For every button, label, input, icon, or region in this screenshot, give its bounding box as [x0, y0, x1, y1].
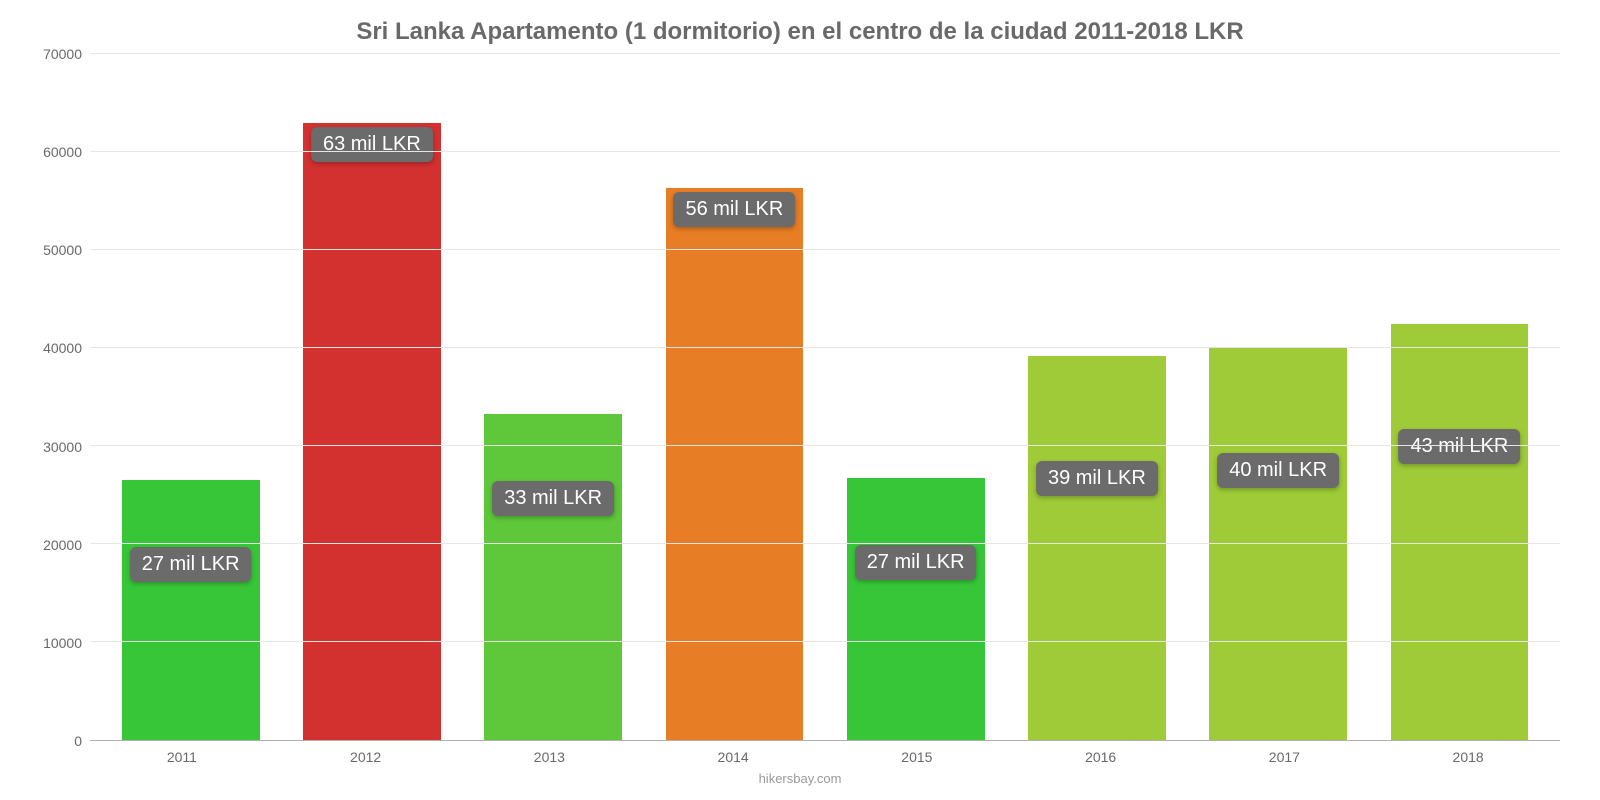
x-tick-label: 2014	[641, 749, 825, 765]
chart-title: Sri Lanka Apartamento (1 dormitorio) en …	[0, 0, 1600, 54]
bar: 39 mil LKR	[1028, 356, 1166, 740]
bar: 27 mil LKR	[847, 478, 985, 740]
x-tick-label: 2012	[274, 749, 458, 765]
bar: 56 mil LKR	[666, 188, 804, 740]
y-tick-label: 0	[74, 733, 82, 749]
bar-value-label: 43 mil LKR	[1398, 429, 1520, 464]
x-tick-label: 2013	[458, 749, 642, 765]
bar-slot: 33 mil LKR	[463, 54, 644, 740]
x-tick-label: 2018	[1376, 749, 1560, 765]
chart-container: Sri Lanka Apartamento (1 dormitorio) en …	[0, 0, 1600, 800]
bar-value-label: 39 mil LKR	[1036, 461, 1158, 496]
bar-slot: 39 mil LKR	[1006, 54, 1187, 740]
plot-wrap: 010000200003000040000500006000070000 27 …	[0, 54, 1600, 741]
bar-value-label: 40 mil LKR	[1217, 453, 1339, 488]
bar-slot: 43 mil LKR	[1369, 54, 1550, 740]
bar-value-label: 27 mil LKR	[855, 545, 977, 580]
x-tick-label: 2011	[90, 749, 274, 765]
bar-slot: 27 mil LKR	[825, 54, 1006, 740]
bar-slot: 27 mil LKR	[100, 54, 281, 740]
y-tick-label: 50000	[43, 242, 82, 258]
y-tick-label: 60000	[43, 144, 82, 160]
bar: 63 mil LKR	[303, 123, 441, 740]
y-tick-label: 20000	[43, 537, 82, 553]
chart-footer: hikersbay.com	[0, 765, 1600, 800]
bar-slot: 63 mil LKR	[281, 54, 462, 740]
y-tick-label: 10000	[43, 635, 82, 651]
y-axis: 010000200003000040000500006000070000	[20, 54, 90, 741]
grid-line	[90, 347, 1560, 348]
grid-line	[90, 641, 1560, 642]
grid-line	[90, 249, 1560, 250]
bar: 27 mil LKR	[122, 480, 260, 740]
y-tick-label: 40000	[43, 340, 82, 356]
x-axis: 20112012201320142015201620172018	[0, 741, 1600, 765]
bar: 33 mil LKR	[484, 414, 622, 740]
x-tick-label: 2017	[1193, 749, 1377, 765]
bar-value-label: 56 mil LKR	[673, 192, 795, 227]
bars-row: 27 mil LKR 63 mil LKR 33 mil LKR 56 mil LKR…	[90, 54, 1560, 740]
y-tick-label: 30000	[43, 439, 82, 455]
grid-line	[90, 151, 1560, 152]
x-tick-label: 2016	[1009, 749, 1193, 765]
bar: 40 mil LKR	[1209, 348, 1347, 740]
bar-slot: 56 mil LKR	[644, 54, 825, 740]
bar-value-label: 27 mil LKR	[130, 547, 252, 582]
bar-value-label: 33 mil LKR	[492, 481, 614, 516]
bar-slot: 40 mil LKR	[1188, 54, 1369, 740]
grid-line	[90, 53, 1560, 54]
grid-line	[90, 445, 1560, 446]
plot-area: 27 mil LKR 63 mil LKR 33 mil LKR 56 mil LKR…	[90, 54, 1560, 741]
bar: 43 mil LKR	[1391, 324, 1529, 741]
x-tick-label: 2015	[825, 749, 1009, 765]
bar-value-label: 63 mil LKR	[311, 127, 433, 162]
y-tick-label: 70000	[43, 46, 82, 62]
grid-line	[90, 543, 1560, 544]
